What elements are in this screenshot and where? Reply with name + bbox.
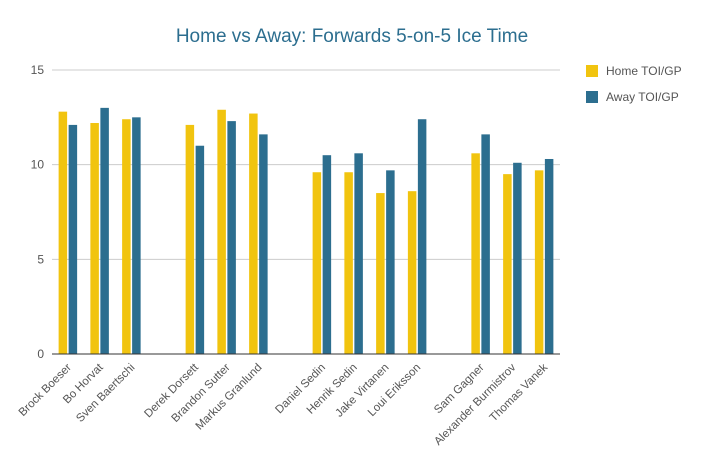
bar-away bbox=[132, 117, 141, 354]
bar-away bbox=[544, 158, 554, 354]
bar-home bbox=[217, 109, 226, 354]
legend-swatch bbox=[586, 91, 598, 103]
bar-home bbox=[122, 119, 131, 354]
bar-home bbox=[503, 174, 512, 354]
legend-label: Home TOI/GP bbox=[606, 64, 682, 78]
bar-away bbox=[68, 124, 78, 354]
bar-away bbox=[386, 170, 395, 354]
x-tick-label: Derek Dorsett bbox=[142, 361, 201, 420]
bar-home bbox=[344, 172, 353, 354]
bar-away bbox=[195, 145, 205, 354]
bar-away bbox=[227, 121, 236, 355]
bars bbox=[58, 107, 554, 355]
x-tick-label: Brock Boeser bbox=[17, 362, 74, 419]
bar-home bbox=[249, 113, 258, 355]
bar-away bbox=[354, 153, 363, 354]
chart-title: Home vs Away: Forwards 5-on-5 Ice Time bbox=[176, 26, 528, 47]
y-tick-label: 15 bbox=[31, 63, 45, 77]
bar-away bbox=[100, 107, 109, 354]
x-tick-label: Thomas Vanek bbox=[488, 361, 551, 424]
bar-home bbox=[534, 170, 544, 354]
y-tick-label: 5 bbox=[37, 252, 44, 266]
bar-home bbox=[185, 124, 195, 354]
bar-home bbox=[58, 111, 68, 354]
x-tick-label: Sven Baertschi bbox=[74, 362, 137, 425]
bar-away bbox=[513, 162, 522, 354]
legend-swatch bbox=[586, 65, 598, 77]
legend: Home TOI/GP Away TOI/GP bbox=[586, 64, 682, 104]
bar-home bbox=[471, 153, 480, 354]
bar-away bbox=[481, 134, 490, 354]
bar-home bbox=[407, 191, 417, 354]
y-tick-label: 0 bbox=[37, 347, 44, 361]
bar-home bbox=[90, 123, 99, 354]
y-tick-label: 10 bbox=[31, 158, 45, 172]
bar-away bbox=[322, 155, 332, 354]
legend-label: Away TOI/GP bbox=[606, 90, 679, 104]
y-axis-ticks: 0 5 10 15 bbox=[31, 63, 45, 361]
bar-home bbox=[376, 193, 385, 354]
bar-home bbox=[312, 172, 322, 354]
bar-away bbox=[259, 134, 268, 354]
bar-away bbox=[417, 119, 427, 354]
